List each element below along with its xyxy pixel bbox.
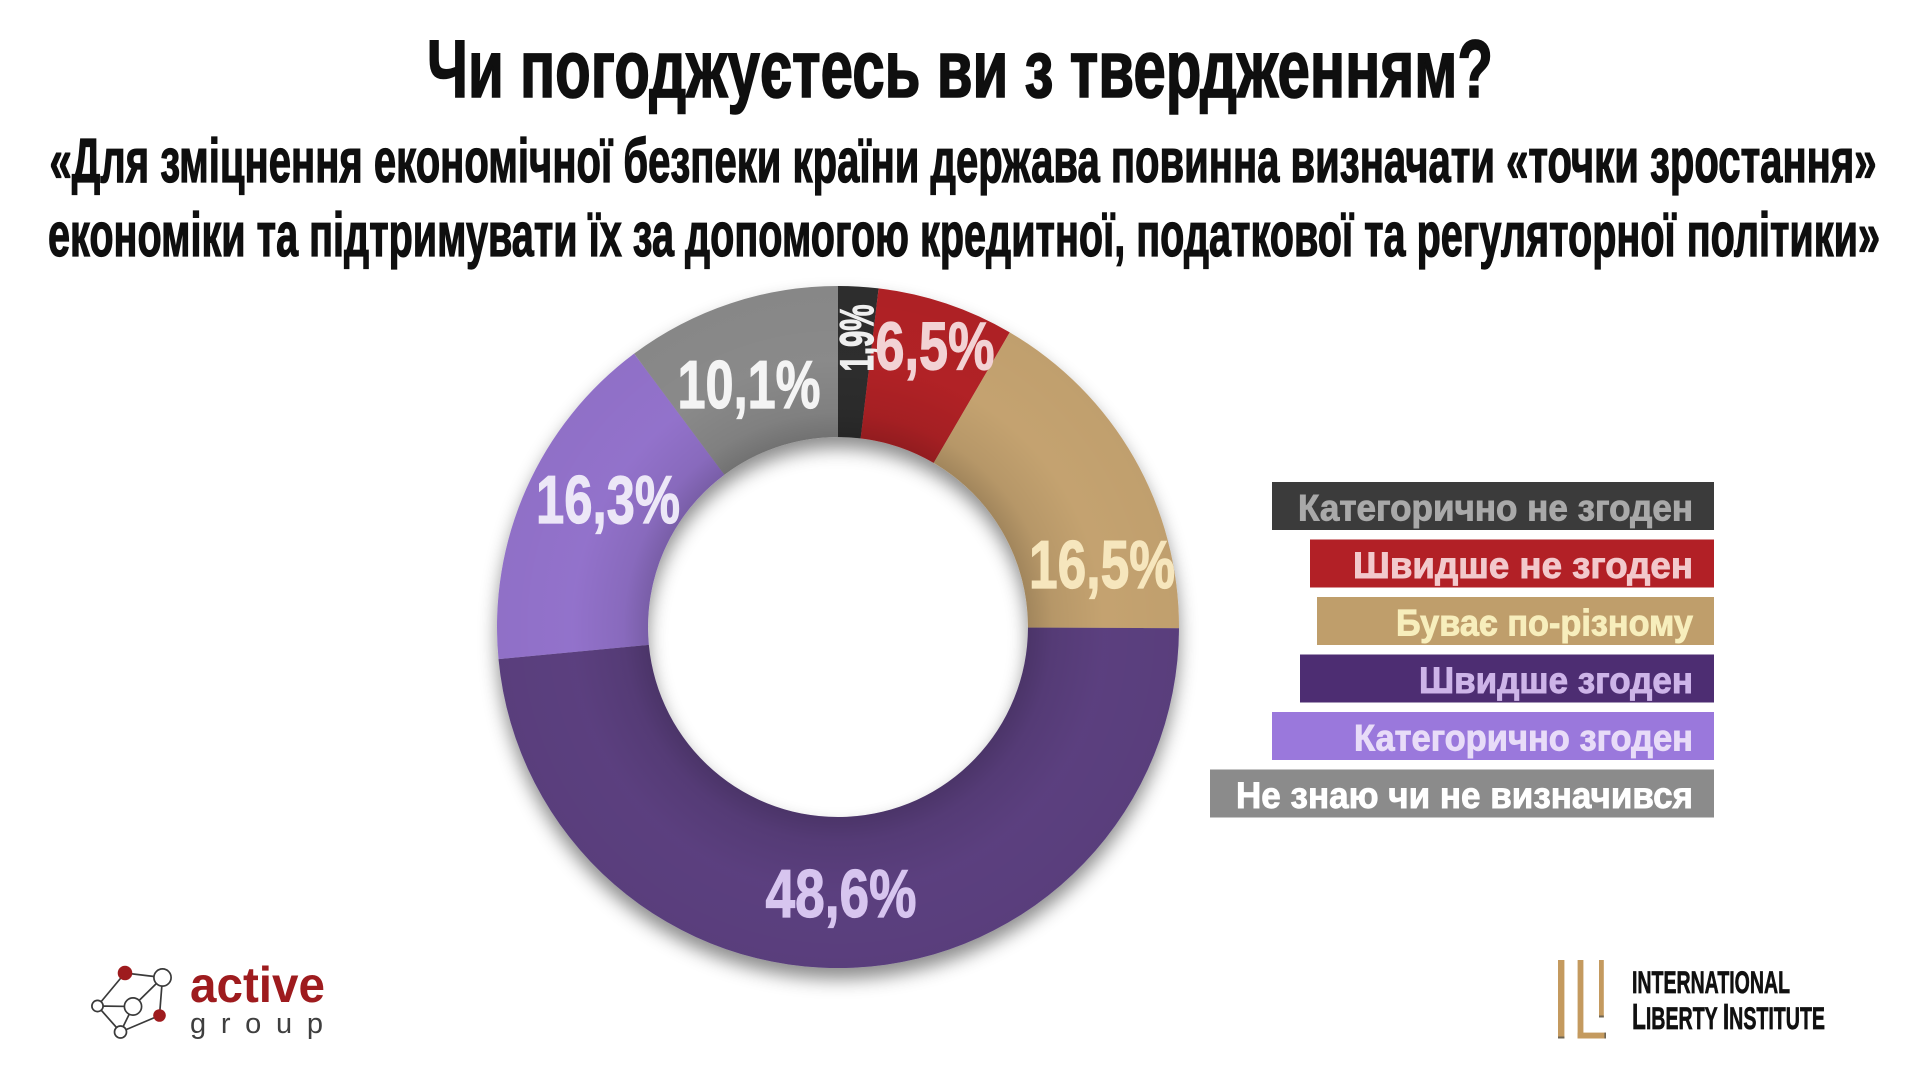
svg-text:16,3%: 16,3% (536, 462, 680, 538)
svg-text:Категорично не згоден: Категорично не згоден (1298, 488, 1693, 529)
svg-text:Чи погоджуєтесь ви з твердженн: Чи погоджуєтесь ви з твердженням? (427, 24, 1493, 115)
svg-text:Не знаю чи не визначився: Не знаю чи не визначився (1236, 775, 1693, 816)
svg-text:LIBERTY INSTITUTE: LIBERTY INSTITUTE (1632, 996, 1825, 1037)
svg-text:INTERNATIONAL: INTERNATIONAL (1632, 964, 1790, 1000)
svg-text:економіки та підтримувати їх з: економіки та підтримувати їх за допомого… (48, 201, 1880, 270)
svg-text:16,5%: 16,5% (1029, 527, 1175, 603)
svg-text:1,9%: 1,9% (830, 305, 883, 372)
svg-text:group: group (190, 1008, 338, 1040)
svg-text:Буває по-різному: Буває по-різному (1396, 603, 1693, 644)
svg-text:Швидше згоден: Швидше згоден (1419, 660, 1693, 701)
svg-text:48,6%: 48,6% (766, 856, 917, 932)
svg-text:6,5%: 6,5% (876, 309, 995, 385)
svg-text:«Для зміцнення економічної без: «Для зміцнення економічної безпеки країн… (50, 127, 1877, 196)
svg-text:Швидше не згоден: Швидше не згоден (1353, 545, 1693, 586)
svg-text:10,1%: 10,1% (678, 347, 821, 423)
svg-text:Категорично згоден: Категорично згоден (1354, 718, 1693, 759)
svg-text:active: active (190, 957, 325, 1013)
